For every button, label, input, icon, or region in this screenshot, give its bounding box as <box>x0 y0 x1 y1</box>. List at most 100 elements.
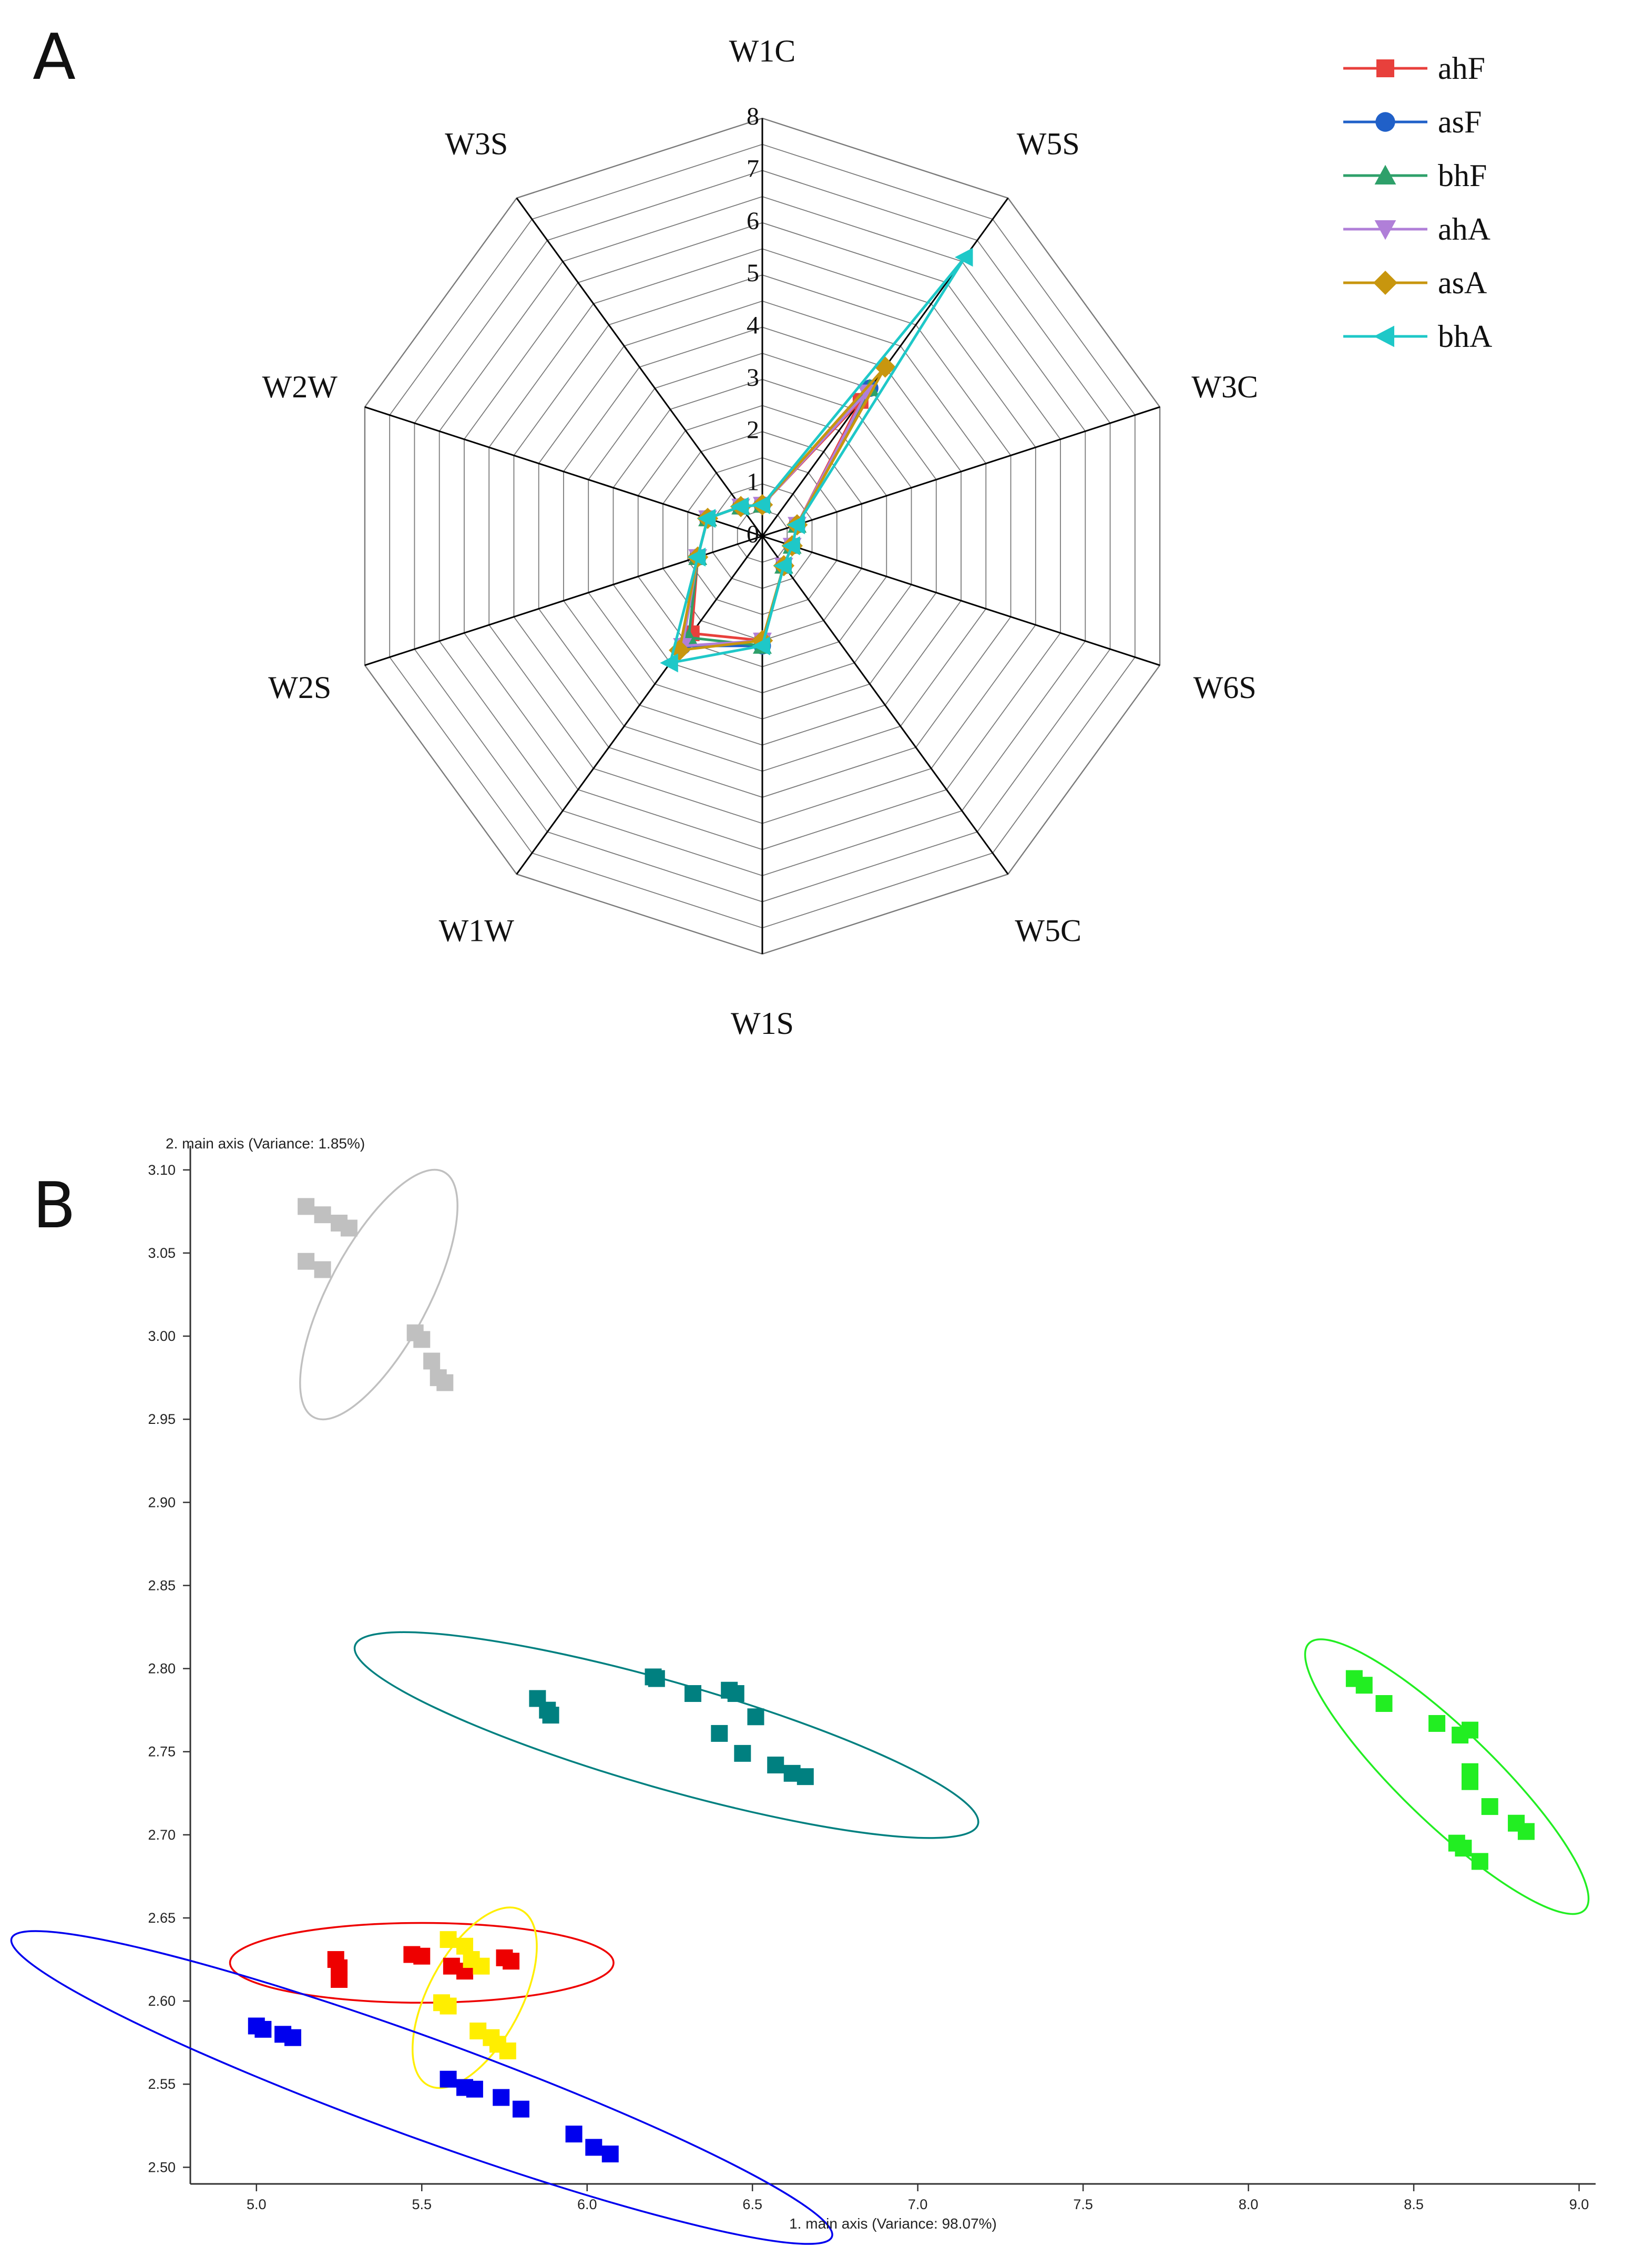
pca-point <box>1481 1798 1498 1815</box>
pca-point <box>711 1725 728 1742</box>
radar-tick-label: 2 <box>747 416 759 444</box>
legend-item-bhf: bhF <box>1343 158 1487 193</box>
pca-x-tick-label: 7.5 <box>1073 2197 1093 2212</box>
pca-point <box>284 2029 301 2046</box>
radar-spoke-w3c <box>762 406 1160 537</box>
pca-point <box>1428 1715 1446 1732</box>
legend-label: asA <box>1438 265 1487 300</box>
pca-point <box>298 1198 315 1215</box>
radar-axis-label-w3s: W3S <box>445 127 508 161</box>
pca-point <box>1471 1853 1488 1870</box>
radar-point-bha-w3c <box>787 515 805 535</box>
pca-y-tick-label: 2.90 <box>148 1494 176 1510</box>
legend-item-ahf: ahF <box>1343 51 1485 86</box>
radar-axis-label-w1w: W1W <box>439 913 515 948</box>
pca-x-tick-label: 7.0 <box>908 2197 928 2212</box>
radar-tick-labels: 0 1 2 3 4 5 6 7 8 <box>747 102 759 548</box>
radar-point-bha-w2w <box>697 509 716 528</box>
legend-item-asf: asF <box>1343 105 1482 139</box>
legend-label: ahF <box>1438 51 1485 86</box>
legend-marker <box>1373 271 1397 295</box>
pca-x-tick-label: 5.0 <box>247 2197 267 2212</box>
pca-point <box>542 1707 559 1724</box>
radar-point-aha-w5s <box>857 384 876 402</box>
pca-point <box>747 1708 764 1726</box>
radar-tick-label: 1 <box>747 468 759 496</box>
radar-point-bha-w2s <box>687 547 706 567</box>
pca-point <box>565 2126 583 2143</box>
pca-point <box>648 1670 665 1687</box>
pca-x-tick-label: 8.0 <box>1239 2197 1259 2212</box>
radar-tick-label: 0 <box>747 520 759 548</box>
pca-point <box>585 2139 602 2156</box>
pca-point <box>331 1971 348 1988</box>
pca-point <box>466 2080 483 2098</box>
pca-y-axis-label: 2. main axis (Variance: 1.85%) <box>166 1135 365 1152</box>
pca-point <box>423 1352 441 1370</box>
legend-marker <box>1374 220 1396 240</box>
pca-y-tick-label: 3.05 <box>148 1245 176 1261</box>
pca-y-tick-label: 2.65 <box>148 1910 176 1926</box>
cluster-ellipse-0 <box>299 1168 458 1421</box>
pca-point <box>314 1261 331 1278</box>
radar-axis-label-w3c: W3C <box>1191 370 1258 404</box>
radar-spoke-w2w <box>364 406 763 537</box>
pca-y-tick-label: 2.85 <box>148 1577 176 1593</box>
pca-points <box>248 1198 1535 2163</box>
cluster-ellipse-4 <box>411 1906 538 2089</box>
pca-x-tick-label: 5.5 <box>412 2197 432 2212</box>
pca-y-tick-label: 2.55 <box>148 2076 176 2092</box>
radar-tick-label: 4 <box>747 312 759 340</box>
radar-series-bha <box>660 248 973 673</box>
radar-spoke-w3s <box>516 197 763 537</box>
radar-chart: 0 1 2 3 4 5 6 7 8 W1C W5S W3C W6S W5C W1S W1W W2S W2W W3S… <box>262 34 1493 1041</box>
pca-y-tick-label: 3.10 <box>148 1162 176 1178</box>
radar-tick-label: 8 <box>747 102 759 130</box>
pca-x-tick-label: 6.5 <box>742 2197 762 2212</box>
pca-y-tick-label: 2.75 <box>148 1744 176 1760</box>
radar-tick-label: 5 <box>747 259 759 287</box>
radar-point-bha-w1w <box>660 653 678 673</box>
legend-label: bhF <box>1438 158 1487 193</box>
pca-point <box>503 1953 520 1970</box>
radar-point-bha-w5s <box>955 248 973 267</box>
legend-label: ahA <box>1438 212 1490 247</box>
pca-x-tick-label: 9.0 <box>1569 2197 1589 2212</box>
pca-scatter-chart: 5.0 5.5 6.0 6.5 7.0 7.5 8.0 8.5 9.0 2.50 2.55 2.60 2… <box>10 1135 1596 2245</box>
cluster-ellipse-2 <box>1304 1638 1590 1915</box>
legend-marker <box>1376 59 1394 77</box>
radar-legend: ahF asF bhF ahA asA bhA <box>1343 51 1492 354</box>
pca-point <box>440 1997 457 2015</box>
radar-axis-label-w2w: W2W <box>262 370 338 404</box>
pca-point <box>254 2020 272 2038</box>
radar-tick-label: 3 <box>747 364 759 392</box>
legend-marker <box>1375 112 1395 132</box>
pca-point <box>796 1768 814 1785</box>
pca-point <box>473 1957 490 1975</box>
pca-x-tick-label: 8.5 <box>1404 2197 1424 2212</box>
cluster-ellipse-5 <box>10 1930 833 2245</box>
radar-tick-label: 6 <box>747 207 759 235</box>
legend-marker <box>1373 325 1394 347</box>
radar-point-bha-w1c <box>752 495 770 515</box>
legend-item-asa: asA <box>1343 265 1487 300</box>
pca-point <box>767 1757 784 1774</box>
pca-point <box>440 2070 457 2088</box>
pca-point <box>440 1931 457 1948</box>
panel-b-letter: B <box>33 1169 76 1243</box>
radar-spoke-w6s <box>762 535 1160 666</box>
radar-tick-label: 7 <box>747 155 759 182</box>
pca-y-tick-label: 3.00 <box>148 1328 176 1344</box>
pca-point <box>499 2042 516 2059</box>
pca-point <box>727 1685 744 1702</box>
pca-point <box>340 1219 358 1237</box>
pca-point <box>684 1685 701 1702</box>
radar-axis-label-w6s: W6S <box>1193 670 1257 705</box>
radar-axis-label-w2s: W2S <box>268 670 331 705</box>
pca-point <box>413 1947 431 1965</box>
radar-axis-labels: W1C W5S W3C W6S W5C W1S W1W W2S W2W W3S <box>262 34 1258 1041</box>
radar-spoke-w5c <box>761 536 1009 875</box>
legend-item-bha: bhA <box>1343 319 1492 354</box>
radar-axis-label-w5c: W5C <box>1015 913 1081 948</box>
